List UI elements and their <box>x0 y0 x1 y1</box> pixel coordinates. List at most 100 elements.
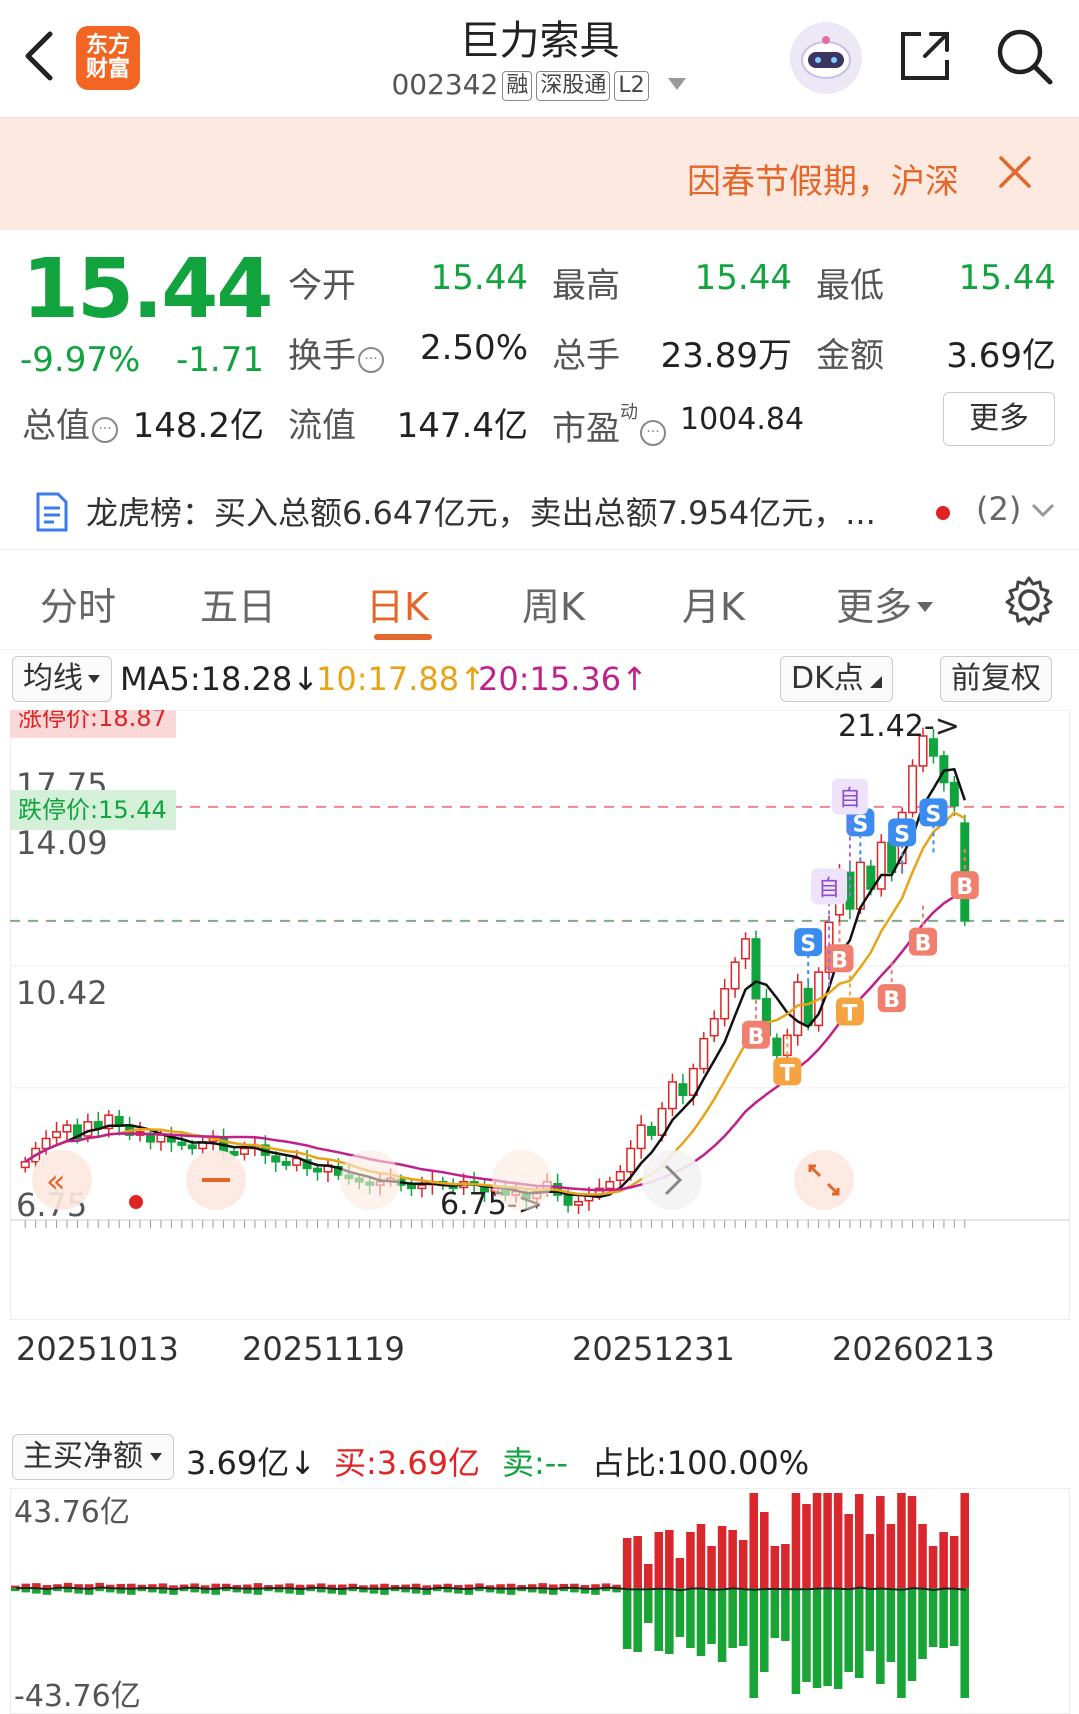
flow-buy-bar <box>960 1493 969 1588</box>
buy-signal <box>877 984 906 1013</box>
adjust-selector[interactable]: 前复权 <box>940 656 1052 702</box>
tab-daily-k[interactable]: 日K <box>366 585 429 629</box>
flow-buy-bar <box>53 1584 62 1588</box>
t-signal <box>835 997 864 1026</box>
candle-body <box>908 765 918 814</box>
zoom-in-button[interactable] <box>340 1150 400 1210</box>
flow-buy-bar <box>137 1584 147 1588</box>
flow-sell-bar <box>264 1588 273 1592</box>
more-button[interactable]: 更多 <box>943 392 1055 446</box>
label-market-cap[interactable]: 总值 ··· <box>22 398 118 447</box>
flow-buy-bar <box>781 1544 790 1588</box>
buy-signal <box>950 871 979 900</box>
max-price-marker: 21.42-> <box>838 710 960 744</box>
flow-buy-bar <box>105 1584 115 1588</box>
flow-sell-bar <box>823 1588 832 1686</box>
flow-sell-bar <box>454 1588 463 1594</box>
app-logo[interactable]: 东方 财富 <box>76 26 140 90</box>
flow-sell-bar <box>907 1588 917 1681</box>
flow-sell-bar <box>274 1588 284 1593</box>
pe-dynamic-mark: 动 <box>620 402 638 423</box>
flow-selector[interactable]: 主买净额 <box>12 1434 174 1480</box>
candle-body <box>647 1125 657 1136</box>
candle-body <box>657 1107 667 1136</box>
candle-body <box>313 1167 323 1173</box>
flow-buy-bar <box>432 1584 442 1588</box>
value-low: 15.44 <box>958 258 1056 298</box>
flow-sell-bar <box>833 1588 843 1689</box>
flow-sell-bar <box>443 1588 453 1593</box>
fullscreen-button[interactable] <box>794 1150 854 1210</box>
flow-buy-bar <box>169 1585 178 1588</box>
candle-body <box>699 1037 709 1070</box>
stock-code-line[interactable]: 002342 融深股通 L2 <box>0 68 1079 101</box>
flow-sell-bar <box>221 1588 231 1592</box>
label-pe[interactable]: 市盈动··· <box>552 398 666 450</box>
scroll-left-button[interactable]: « <box>32 1150 92 1210</box>
scroll-right-button[interactable] <box>642 1150 702 1210</box>
flow-buy-bar <box>411 1583 421 1588</box>
tab-five-day[interactable]: 五日 <box>200 585 277 629</box>
candle-body <box>229 1151 239 1156</box>
flow-net-value: 3.69亿↓ <box>186 1444 317 1482</box>
tab-more[interactable]: 更多 <box>836 576 934 631</box>
ma-selector[interactable]: 均线 <box>12 656 112 702</box>
label-turnover[interactable]: 换手 ··· <box>288 328 384 377</box>
flow-buy-bar <box>63 1582 73 1588</box>
sell-signal <box>888 818 917 847</box>
flow-sell-bar <box>158 1588 168 1594</box>
dragon-tiger-list-row[interactable]: 龙虎榜：买入总额6.647亿元，卖出总额7.954亿元，... (2) <box>0 470 1079 550</box>
tab-intraday[interactable]: 分时 <box>40 585 117 629</box>
tag-level2: L2 <box>614 71 649 101</box>
flow-sell-bar <box>496 1588 505 1594</box>
flow-sell-bar <box>295 1588 305 1595</box>
flow-sell-bar <box>802 1588 811 1682</box>
zoom-out-button[interactable] <box>186 1150 246 1210</box>
value-volume: 23.89万 <box>660 336 792 376</box>
limit-lines <box>10 805 1070 922</box>
flow-buy-bar <box>295 1584 305 1588</box>
flow-buy-bar <box>179 1584 189 1588</box>
flow-buy-bar <box>21 1583 31 1588</box>
buy-signal-letter: B <box>956 875 973 900</box>
tab-weekly-k[interactable]: 周K <box>522 585 585 629</box>
flow-buy-bar <box>348 1583 358 1588</box>
flow-buy-bar <box>918 1524 927 1588</box>
dropdown-triangle-icon <box>150 1453 162 1461</box>
header-bar: 东方 财富 巨力索具 002342 融深股通 L2 <box>0 0 1079 118</box>
kline-grid <box>10 965 1070 1228</box>
flow-sell-bar <box>517 1588 526 1592</box>
label-high: 最高 <box>552 266 620 306</box>
flow-buy-bar <box>665 1530 674 1588</box>
dk-point-toggle[interactable]: DK点 <box>780 656 893 702</box>
tab-monthly-k[interactable]: 月K <box>682 585 745 629</box>
ma10-value: 10:17.88↑ <box>316 660 486 698</box>
flow-buy-bar <box>527 1584 537 1588</box>
robot-assistant-icon[interactable] <box>790 22 862 94</box>
kline-frame <box>10 710 1070 1320</box>
flow-buy-bar <box>369 1584 379 1588</box>
gear-icon[interactable] <box>1003 574 1055 626</box>
flow-sell-bar <box>696 1588 706 1656</box>
ma20-value: 20:15.36↑ <box>478 660 648 698</box>
document-icon <box>36 492 68 532</box>
candle-body <box>41 1137 51 1150</box>
flow-sell-bar <box>665 1588 674 1654</box>
chevron-down-icon[interactable] <box>1030 500 1056 520</box>
close-icon[interactable] <box>995 152 1035 192</box>
flow-sell-bar <box>74 1588 83 1594</box>
notice-banner[interactable]: 因春节假期，沪深 <box>0 118 1079 230</box>
flow-buy-bar <box>612 1584 621 1588</box>
draw-line-button[interactable] <box>492 1150 552 1210</box>
flow-buy-bar <box>264 1585 273 1588</box>
flow-sell-bar <box>105 1588 115 1593</box>
flow-buy-bar <box>570 1583 579 1588</box>
back-arrow-icon[interactable] <box>18 28 62 84</box>
share-icon[interactable] <box>895 26 955 86</box>
search-icon[interactable] <box>992 24 1056 88</box>
change-amount: -1.71 <box>176 340 264 380</box>
flow-buy-bar <box>475 1583 484 1588</box>
flow-bar-chart[interactable]: 43.76亿 -43.76亿 <box>10 1488 1070 1714</box>
ma5-value: MA5:18.28↓ <box>120 660 320 698</box>
